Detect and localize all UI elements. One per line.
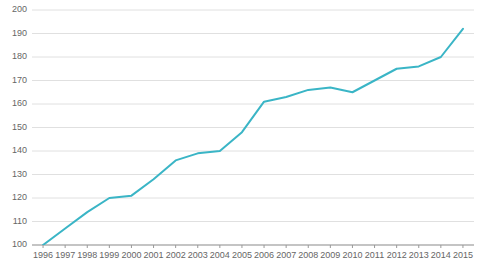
x-tick [418,245,419,248]
y-tick-labels: 100 110 120 130 140 150 160 170 180 190 200 [12,4,27,249]
grid-line [32,104,474,105]
x-tick [65,245,66,248]
x-tick-label: 1996 [33,250,53,260]
y-tick-label: 120 [12,192,27,202]
x-tick [330,245,331,248]
grid-line [32,198,474,199]
y-tick-label: 140 [12,145,27,155]
x-tick [440,245,441,248]
x-tick [462,245,463,248]
y-tick-label: 170 [12,75,27,85]
x-tick [352,245,353,248]
x-tick-label: 2000 [121,250,141,260]
grid-line [32,10,474,11]
x-tick-label: 2005 [232,250,252,260]
plot-data [43,29,463,245]
x-tick-label: 2001 [144,250,164,260]
x-tick [219,245,220,248]
y-tick-label: 100 [12,239,27,249]
x-tick-label: 2013 [409,250,429,260]
x-tick-label: 2014 [431,250,451,260]
x-tick [153,245,154,248]
x-tick [374,245,375,248]
x-tick [396,245,397,248]
x-tick-label: 2011 [365,250,384,260]
x-tick-label: 2008 [298,250,318,260]
x-tick [286,245,287,248]
grid-line [32,245,474,246]
grid-line [32,151,474,152]
x-tick-label: 2003 [188,250,208,260]
x-tick [197,245,198,248]
x-tick-label: 2015 [453,250,473,260]
grid-line [32,221,474,222]
x-tick-label: 1999 [99,250,119,260]
x-tick-label: 2009 [320,250,340,260]
data-line [43,29,463,245]
x-tick [109,245,110,248]
x-tick-label: 1998 [77,250,97,260]
y-tick-label: 160 [12,98,27,108]
y-grid [32,10,474,245]
grid-line [32,174,474,175]
grid-line [32,80,474,81]
x-tick-label: 2006 [254,250,274,260]
x-tick [241,245,242,248]
grid-line [32,57,474,58]
x-tick-label: 2012 [387,250,407,260]
x-tick [131,245,132,248]
x-tick-label: 2004 [210,250,230,260]
x-tick [308,245,309,248]
grid-line [32,127,474,128]
y-tick-label: 200 [12,4,27,14]
chart: 1001101201301401501601701801902001996199… [0,0,484,269]
x-tick-label: 1997 [55,250,75,260]
x-axis-line [32,245,474,246]
chart-container: 1001101201301401501601701801902001996199… [0,0,484,269]
y-tick-label: 150 [12,122,27,132]
x-tick [264,245,265,248]
x-tick-label: 2002 [166,250,186,260]
x-tick-label: 2010 [342,250,362,260]
y-tick-label: 180 [12,51,27,61]
x-tick [87,245,88,248]
y-tick-label: 130 [12,169,27,179]
y-tick-label: 190 [12,28,27,38]
x-ticks: 1996199719981999200020012002200320042005… [33,245,473,260]
y-tick-label: 110 [13,216,27,226]
x-tick [175,245,176,248]
x-tick [43,245,44,248]
x-tick-label: 2007 [276,250,296,260]
grid-line [32,33,474,34]
